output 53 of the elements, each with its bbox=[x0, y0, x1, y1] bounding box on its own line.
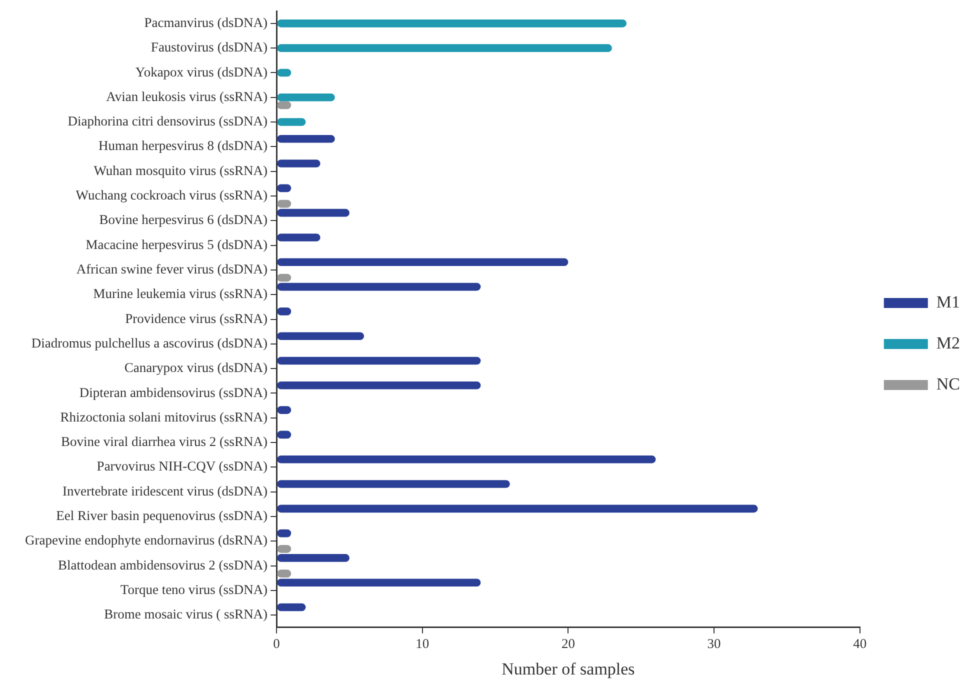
y-tick-label: Blattodean ambidensovirus 2 (ssDNA) bbox=[58, 557, 268, 572]
bar bbox=[277, 332, 364, 340]
bar bbox=[277, 554, 350, 562]
bar bbox=[277, 44, 612, 52]
bar bbox=[277, 160, 320, 168]
y-tick-label: Diadromus pulchellus a ascovirus (dsDNA) bbox=[31, 335, 268, 350]
y-tick-label: Invertebrate iridescent virus (dsDNA) bbox=[62, 483, 268, 498]
y-tick-label: Dipteran ambidensovirus (ssDNA) bbox=[79, 384, 268, 400]
bar bbox=[277, 603, 306, 612]
bar bbox=[277, 455, 656, 464]
y-tick-label: Human herpesvirus 8 (dsDNA) bbox=[98, 138, 268, 154]
y-tick-label: African swine fever virus (dsDNA) bbox=[76, 261, 268, 276]
y-tick-label: Grapevine endophyte endornavirus (dsRNA) bbox=[24, 532, 268, 548]
y-tick-label: Bovine viral diarrhea virus 2 (ssRNA) bbox=[60, 434, 268, 450]
y-tick-label: Canarypox virus (dsDNA) bbox=[124, 360, 268, 376]
y-tick-label: Murine leukemia virus (ssRNA) bbox=[93, 286, 268, 302]
y-tick-label: Faustovirus (dsDNA) bbox=[150, 40, 268, 55]
y-tick-label: Yokapox virus (dsDNA) bbox=[135, 64, 268, 80]
y-tick-label: Wuchang cockroach virus (ssRNA) bbox=[76, 188, 268, 203]
x-tick-label: 30 bbox=[707, 636, 722, 652]
legend-label: NC bbox=[936, 374, 960, 394]
bar bbox=[277, 20, 627, 28]
bar bbox=[277, 356, 481, 365]
bar bbox=[277, 381, 481, 390]
y-tick-label: Providence virus (ssRNA) bbox=[125, 310, 268, 326]
y-tick-label: Parvovirus NIH-CQV (ssDNA) bbox=[96, 458, 268, 474]
bar bbox=[277, 578, 481, 587]
bar bbox=[277, 504, 758, 513]
bar bbox=[277, 208, 350, 217]
y-tick-label: Rhizoctonia solani mitovirus (ssRNA) bbox=[60, 409, 268, 424]
bar bbox=[277, 118, 306, 126]
bar bbox=[277, 480, 510, 488]
bar bbox=[277, 93, 335, 102]
bar bbox=[277, 134, 335, 143]
y-tick-label: Macacine herpesvirus 5 (dsDNA) bbox=[86, 236, 268, 252]
y-tick-label: Avian leukosis virus (ssRNA) bbox=[106, 88, 268, 104]
legend-label: M2 bbox=[936, 333, 960, 352]
y-tick-label: Bovine herpesvirus 6 (dsDNA) bbox=[99, 212, 268, 228]
x-tick-label: 0 bbox=[273, 636, 280, 652]
bar bbox=[277, 234, 320, 242]
y-tick-label: Torque teno virus (ssDNA) bbox=[120, 582, 268, 597]
bar bbox=[277, 258, 568, 266]
y-tick-label: Diaphorina citri densovirus (ssDNA) bbox=[68, 114, 268, 129]
y-tick-label: Eel River basin pequenovirus (ssDNA) bbox=[56, 508, 268, 524]
legend-label: M1 bbox=[936, 292, 960, 312]
y-tick-label: Brome mosaic virus ( ssRNA) bbox=[104, 606, 268, 622]
y-tick-label: Pacmanvirus (dsDNA) bbox=[144, 14, 268, 30]
x-tick-label: 10 bbox=[416, 636, 430, 652]
x-axis-title: Number of samples bbox=[502, 659, 635, 678]
bar bbox=[277, 282, 481, 291]
x-tick-label: 40 bbox=[853, 636, 867, 652]
x-tick-label: 20 bbox=[561, 636, 576, 652]
y-tick-label: Wuhan mosquito virus (ssRNA) bbox=[94, 162, 268, 178]
